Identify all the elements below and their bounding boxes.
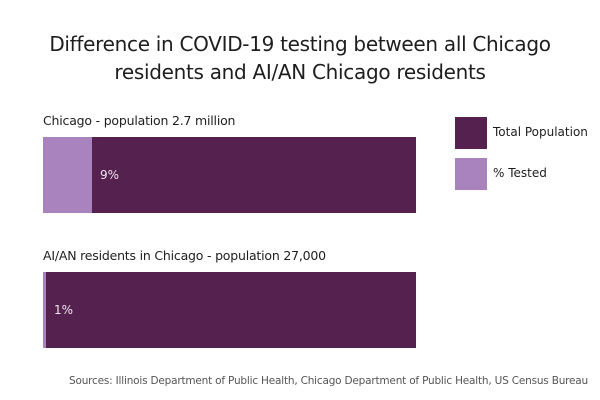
legend-label: % Tested <box>493 166 547 180</box>
chart-title-line-2: residents and AI/AN Chicago residents <box>114 60 486 84</box>
group-label-aian: AI/AN residents in Chicago - population … <box>43 248 326 263</box>
bar-aian: 1% <box>43 272 416 348</box>
bar-value-label: 1% <box>54 303 74 317</box>
source-note: Sources: Illinois Department of Public H… <box>69 375 588 387</box>
bar-segment-tested <box>43 272 46 348</box>
chart-title-line-1: Difference in COVID-19 testing between a… <box>49 32 551 56</box>
bar-segment-tested <box>43 137 92 213</box>
bar-chicago: 9% <box>43 137 416 213</box>
chart-title: Difference in COVID-19 testing between a… <box>0 30 600 86</box>
legend-item-tested: % Tested <box>455 158 600 190</box>
bar-value-label: 9% <box>100 168 120 182</box>
bar-segment-total-population <box>43 137 416 213</box>
legend-item-total-population: Total Population <box>455 117 600 149</box>
legend-swatch-total-population <box>455 117 487 149</box>
bar-segment-total-population <box>43 272 416 348</box>
legend-swatch-tested <box>455 158 487 190</box>
legend-label: Total Population <box>493 125 588 139</box>
group-label-chicago: Chicago - population 2.7 million <box>43 113 236 128</box>
